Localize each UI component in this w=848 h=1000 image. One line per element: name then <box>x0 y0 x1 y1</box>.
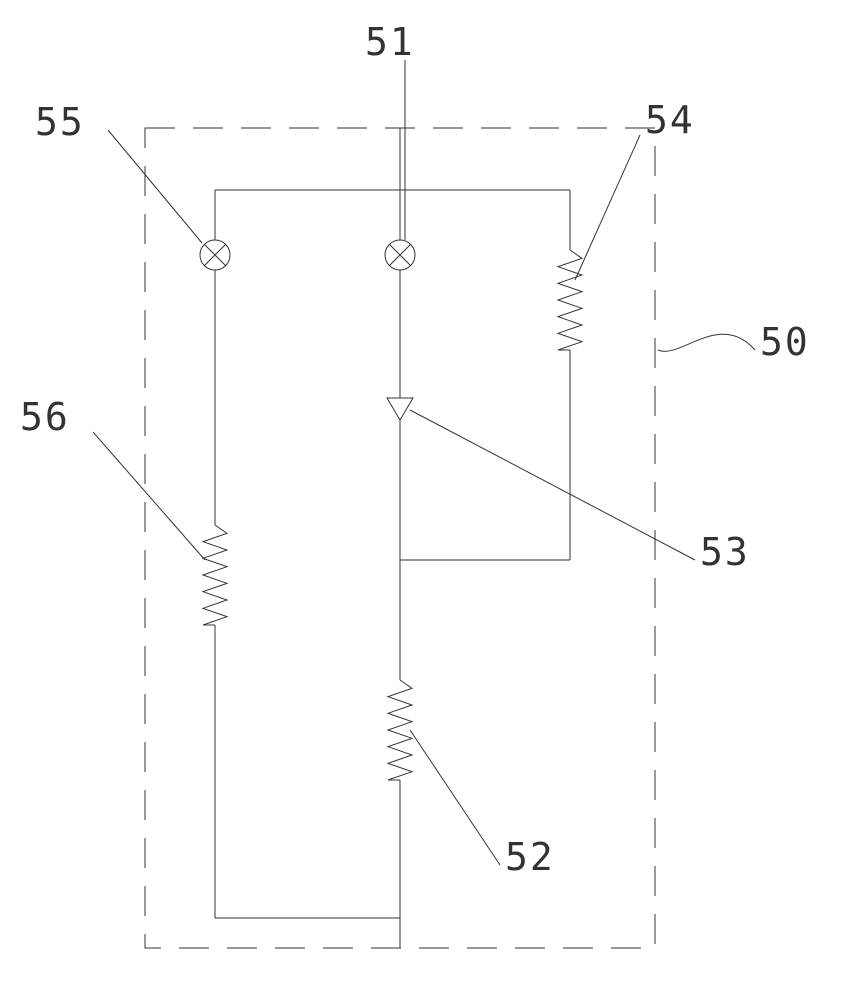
callout-label-50: 50 <box>760 320 810 364</box>
resistor-54 <box>558 250 582 350</box>
callout-label-54: 54 <box>645 98 695 142</box>
resistor-52 <box>388 680 412 780</box>
callout-label-56: 56 <box>20 395 70 439</box>
diode-53 <box>387 398 413 420</box>
callout-label-55: 55 <box>35 100 85 144</box>
callout-label-51: 51 <box>365 20 415 64</box>
callout-label-52: 52 <box>505 835 555 879</box>
circuit-diagram: 50 51 52 53 54 55 56 <box>0 0 848 1000</box>
resistor-56 <box>203 525 227 625</box>
callout-label-53: 53 <box>700 530 750 574</box>
